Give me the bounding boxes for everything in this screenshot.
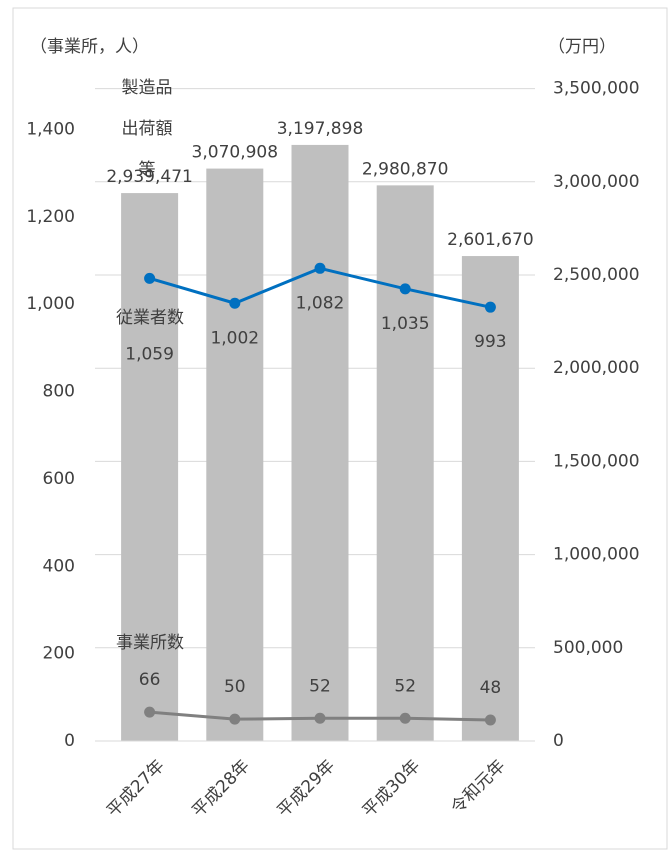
x-tick-label: 平成29年 [274, 756, 340, 822]
line-point [399, 712, 411, 724]
x-tick-label: 令和元年 [447, 756, 509, 818]
y2-tick-label: 3,000,000 [553, 172, 640, 192]
line-point [229, 713, 241, 725]
y-tick-label: 1,200 [26, 207, 75, 227]
bar-value-label: 2,939,471 [106, 167, 193, 187]
line-value-label: 1,082 [296, 293, 345, 313]
y-tick-label: 800 [43, 382, 75, 402]
y2-tick-label: 3,500,000 [553, 79, 640, 99]
y-tick-label: 600 [43, 469, 75, 489]
y-axis-label: （事業所，人） [30, 37, 149, 57]
y2-tick-label: 500,000 [553, 638, 623, 658]
bar [206, 168, 264, 741]
y2-tick-label: 1,500,000 [553, 451, 640, 471]
x-tick-label: 平成28年 [188, 756, 254, 822]
line-value-label: 50 [224, 677, 246, 697]
line-point [399, 283, 411, 295]
y-tick-label: 400 [43, 556, 75, 576]
line-value-label: 48 [480, 678, 502, 698]
bar-value-label: 3,070,908 [192, 143, 279, 163]
line-point [484, 714, 496, 726]
y2-axis-label: （万円） [548, 37, 616, 57]
line-point [229, 297, 241, 309]
line-value-label: 52 [394, 676, 416, 696]
line-point [314, 712, 326, 724]
y-tick-label: 200 [43, 644, 75, 664]
y-tick-label: 1,400 [26, 119, 75, 139]
bar-value-label: 2,980,870 [362, 159, 449, 179]
line-point [314, 262, 326, 274]
bar [291, 144, 349, 742]
bar [461, 256, 519, 741]
bar [376, 185, 434, 741]
series-label: 事業所数 [116, 633, 184, 653]
y-tick-label: 1,000 [26, 294, 75, 314]
line-point [484, 301, 496, 313]
line-point [144, 706, 156, 718]
line-point [144, 272, 156, 284]
line-value-label: 1,035 [381, 314, 430, 334]
y2-tick-label: 0 [553, 731, 564, 751]
x-tick-label: 平成27年 [103, 756, 169, 822]
x-tick-label: 平成30年 [359, 756, 425, 822]
bar-series-label: 製造品出荷額等 [121, 78, 173, 180]
line-value-label: 1,002 [210, 328, 259, 348]
y-tick-label: 0 [64, 731, 75, 751]
bar-value-label: 3,197,898 [277, 119, 364, 139]
y2-tick-label: 1,000,000 [553, 545, 640, 565]
line-value-label: 52 [309, 676, 331, 696]
line-value-label: 66 [139, 670, 161, 690]
y2-tick-label: 2,000,000 [553, 358, 640, 378]
line-value-label: 993 [474, 332, 506, 352]
chart-frame [12, 7, 668, 850]
bar-value-label: 2,601,670 [447, 230, 534, 250]
line-value-label: 1,059 [125, 344, 174, 364]
y2-tick-label: 2,500,000 [553, 265, 640, 285]
series-label: 従業者数 [116, 308, 184, 328]
